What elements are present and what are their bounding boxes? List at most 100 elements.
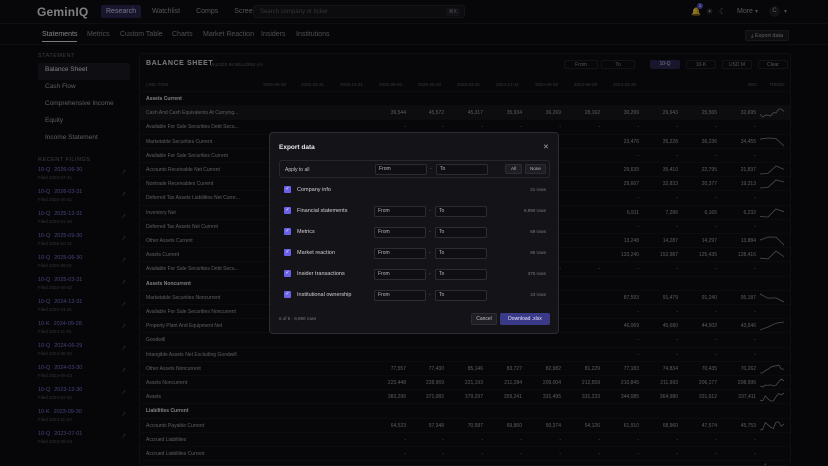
moon-icon[interactable]: ☾ <box>719 7 727 16</box>
column-header[interactable]: 2026-03-31 <box>300 82 324 87</box>
table-row[interactable]: Available For Sale Securities Debt Secu.… <box>140 119 790 133</box>
external-link-icon[interactable]: ↗ <box>120 302 126 308</box>
nav-watchlist[interactable]: Watchlist <box>151 8 181 15</box>
cancel-button[interactable]: Cancel <box>471 313 497 325</box>
table-row[interactable]: Other Liabilities Current62,25957,65468,… <box>140 460 790 465</box>
tab-metrics[interactable]: Metrics <box>87 31 110 38</box>
column-header[interactable]: 2024-03-30 <box>612 82 636 87</box>
range-from-select[interactable]: From <box>374 206 426 217</box>
external-link-icon[interactable]: ↗ <box>120 324 126 330</box>
column-header[interactable]: 2025-06-30 <box>417 82 441 87</box>
dataset-checkbox[interactable]: ✓ <box>284 270 291 277</box>
filing-item[interactable]: 10-Q 2026-06-30 Filed 2026-07-31 ↗ <box>38 167 130 189</box>
tab-charts[interactable]: Charts <box>172 31 193 38</box>
apply-from-select[interactable]: From <box>375 164 427 175</box>
range-to-select[interactable]: To <box>435 206 487 217</box>
external-link-icon[interactable]: ↗ <box>120 258 126 264</box>
filing-item[interactable]: 10-Q 2023-07-01 Filed 2023-08-04 ↗ <box>38 431 130 453</box>
external-link-icon[interactable]: ↗ <box>120 280 126 286</box>
table-row[interactable]: Assets 383,296 371,082 379,297 359,241 331,49… <box>140 389 790 403</box>
apply-to-select[interactable]: To <box>436 164 488 175</box>
chevron-down-icon[interactable]: ▾ <box>784 9 788 15</box>
select-none-button[interactable]: None <box>525 164 546 174</box>
sidebar-item-cash-flow[interactable]: Cash Flow <box>45 83 76 90</box>
dataset-checkbox[interactable]: ✓ <box>284 207 291 214</box>
close-icon[interactable]: ✕ <box>543 144 549 151</box>
column-header[interactable]: 2024-09-28 <box>534 82 558 87</box>
external-link-icon[interactable]: ↗ <box>120 412 126 418</box>
filing-item[interactable]: 10-Q 2024-06-29 Filed 2024-08-02 ↗ <box>38 343 130 365</box>
app-logo[interactable]: GeminIQ <box>37 5 89 19</box>
to-select[interactable]: To <box>601 60 635 69</box>
chevron-down-icon[interactable]: ▾ <box>755 9 759 15</box>
external-link-icon[interactable]: ↗ <box>120 192 126 198</box>
external-link-icon[interactable]: ↗ <box>120 236 126 242</box>
select-all-button[interactable]: All <box>505 164 522 174</box>
external-link-icon[interactable]: ↗ <box>120 346 126 352</box>
range-from-select[interactable]: From <box>374 269 426 280</box>
avatar[interactable]: C <box>769 6 780 17</box>
sun-icon[interactable]: ☀ <box>706 7 714 16</box>
filing-item[interactable]: 10-Q 2025-09-30 Filed 2025-10-31 ↗ <box>38 233 130 255</box>
filing-item[interactable]: 10-K 2024-09-28 Filed 2024-11-01 ↗ <box>38 321 130 343</box>
filing-item[interactable]: 10-K 2023-09-30 Filed 2023-11-03 ↗ <box>38 409 130 431</box>
external-link-icon[interactable]: ↗ <box>120 390 126 396</box>
dataset-checkbox[interactable]: ✓ <box>284 186 291 193</box>
range-to-select[interactable]: To <box>435 269 487 280</box>
dataset-checkbox[interactable]: ✓ <box>284 228 291 235</box>
mode-usd-m[interactable]: USD M <box>722 60 752 69</box>
range-to-select[interactable]: To <box>435 248 487 259</box>
range-from-select[interactable]: From <box>374 227 426 238</box>
table-row[interactable]: Accounts Payable Current 64,523 57,348 70,5… <box>140 417 790 432</box>
column-header[interactable]: 2024-12-31 <box>495 82 519 87</box>
range-from-select[interactable]: From <box>374 248 426 259</box>
range-from-select[interactable]: From <box>374 290 426 301</box>
column-header[interactable]: 2026-06-30 <box>262 82 286 87</box>
column-header[interactable]: 2025-09-30 <box>378 82 402 87</box>
download-xlsx-button[interactable]: Download .xlsx <box>500 313 550 325</box>
column-header[interactable]: 2025-12-31 <box>339 82 363 87</box>
nav-screener[interactable]: Screener <box>234 8 263 15</box>
column-header[interactable]: 2025-03-31 <box>456 82 480 87</box>
sidebar-item-equity[interactable]: Equity <box>45 117 64 124</box>
sidebar-item-comprehensive-income[interactable]: Comprehensive Income <box>45 100 114 107</box>
range-to-select[interactable]: To <box>435 227 487 238</box>
filing-item[interactable]: 10-Q 2026-03-31 Filed 2026-05-01 ↗ <box>38 189 130 211</box>
nav-research[interactable]: Research <box>101 5 141 18</box>
tab-market-reaction[interactable]: Market Reaction <box>203 31 254 38</box>
mode-10-q[interactable]: 10-Q <box>650 60 680 69</box>
sidebar-item-income-statement[interactable]: Income Statement <box>45 134 98 141</box>
filing-item[interactable]: 10-Q 2025-06-30 Filed 2025-08-01 ↗ <box>38 255 130 277</box>
external-link-icon[interactable]: ↗ <box>120 434 126 440</box>
sidebar-item-balance-sheet[interactable]: Balance Sheet <box>38 63 130 80</box>
bell-icon[interactable]: 🔔 <box>691 7 701 16</box>
table-row[interactable]: Other Assets Noncurrent 77,557 77,430 85,14… <box>140 360 790 375</box>
range-to-select[interactable]: To <box>435 290 487 301</box>
tab-custom-table[interactable]: Custom Table <box>120 31 163 38</box>
filing-item[interactable]: 10-Q 2024-12-31 Filed 2025-01-31 ↗ <box>38 299 130 321</box>
from-select[interactable]: From <box>564 60 598 69</box>
external-link-icon[interactable]: ↗ <box>120 170 126 176</box>
mode-10-k[interactable]: 10-K <box>686 60 716 69</box>
filing-item[interactable]: 10-Q 2024-03-30 Filed 2024-05-03 ↗ <box>38 365 130 387</box>
tab-statements[interactable]: Statements <box>42 31 78 42</box>
table-row[interactable]: Accrued Liabilities - - - - - - - - - - <box>140 431 790 446</box>
search-input[interactable]: Search company or ticker ⌘K <box>253 5 465 18</box>
filing-item[interactable]: 10-Q 2023-12-30 Filed 2024-02-02 ↗ <box>38 387 130 409</box>
tab-institutions[interactable]: Institutions <box>296 31 330 38</box>
column-header[interactable]: 2024-06-29 <box>573 82 597 87</box>
mode-clear[interactable]: Clear <box>758 60 788 69</box>
export-data-button[interactable]: ⤓ Export data <box>745 30 790 41</box>
external-link-icon[interactable]: ↗ <box>120 368 126 374</box>
table-row[interactable]: Cash And Cash Equivalents At Carrying...… <box>140 105 790 120</box>
external-link-icon[interactable]: ↗ <box>120 214 126 220</box>
filing-item[interactable]: 10-Q 2025-03-31 Filed 2025-05-02 ↗ <box>38 277 130 299</box>
nav-comps[interactable]: Comps <box>196 8 219 15</box>
table-row[interactable]: Accrued Liabilities Current - - - - - - - - - - <box>140 446 790 460</box>
tab-insiders[interactable]: Insiders <box>261 31 286 38</box>
more-menu[interactable]: More <box>737 8 753 15</box>
filing-item[interactable]: 10-Q 2025-12-31 Filed 2026-01-30 ↗ <box>38 211 130 233</box>
dataset-checkbox[interactable]: ✓ <box>284 291 291 298</box>
table-row[interactable]: Intangible Assets Net Excluding Goodwill… <box>140 346 790 361</box>
table-row[interactable]: Assets Noncurrent 223,448 228,969 221,193 21… <box>140 375 790 389</box>
